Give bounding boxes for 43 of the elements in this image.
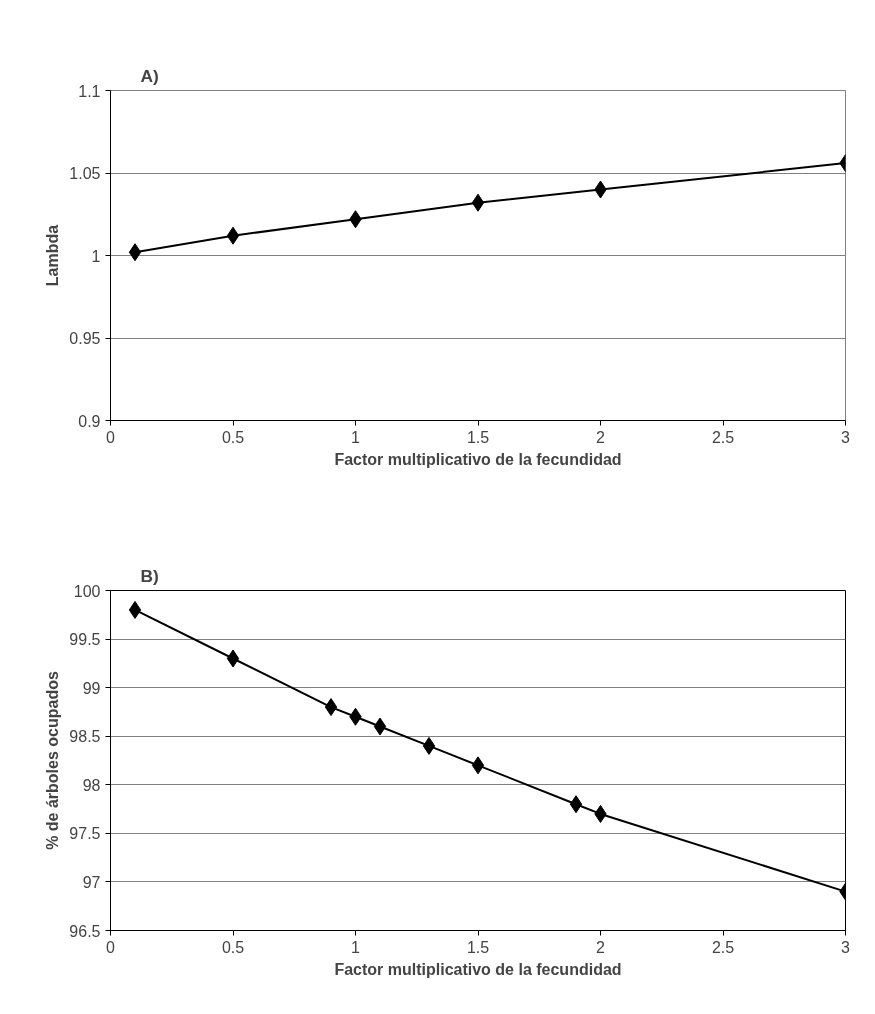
y-tick-label: 97 xyxy=(82,873,101,891)
x-axis-title: Factor multiplicativo de la fecundidad xyxy=(334,960,622,978)
x-tick-label: 1.5 xyxy=(466,938,490,956)
point xyxy=(226,226,240,245)
x-tick-label: 1 xyxy=(351,938,361,956)
y-tick-label: 100 xyxy=(73,582,101,600)
point xyxy=(226,649,240,668)
x-tick-label: 0 xyxy=(106,938,116,956)
chart-title: B) xyxy=(140,565,159,586)
point xyxy=(128,243,142,262)
x-tick-label: 2 xyxy=(596,428,606,446)
x-tick-label: 0 xyxy=(106,428,116,446)
x-tick-label: 1 xyxy=(351,428,361,446)
x-tick-label: 1.5 xyxy=(466,428,490,446)
y-axis-title: Lambda xyxy=(44,224,62,287)
point xyxy=(569,795,583,814)
y-tick-label: 96.5 xyxy=(69,922,101,940)
x-tick-label: 2.5 xyxy=(711,938,735,956)
chart-title: A) xyxy=(140,65,159,86)
y-tick-label: 1 xyxy=(91,247,101,265)
y-tick-label: 1.1 xyxy=(78,82,101,100)
y-tick-label: 98.5 xyxy=(69,728,101,746)
point xyxy=(471,193,485,212)
point xyxy=(422,736,436,755)
y-tick-label: 1.05 xyxy=(69,165,101,182)
point xyxy=(128,600,142,619)
y-tick-label: 99.5 xyxy=(69,631,101,649)
point xyxy=(373,717,387,736)
x-tick-label: 2 xyxy=(596,938,606,956)
x-tick-label: 3 xyxy=(841,428,851,446)
y-tick-label: 0.9 xyxy=(78,412,101,430)
y-tick-label: 97.5 xyxy=(69,825,101,843)
y-tick-label: 98 xyxy=(82,776,101,794)
x-axis-title: Factor multiplicativo de la fecundidad xyxy=(334,450,622,468)
point xyxy=(471,756,485,775)
y-axis-title: % de árboles ocupados xyxy=(44,671,62,850)
point xyxy=(324,698,338,717)
x-tick-label: 0.5 xyxy=(221,938,245,956)
x-tick-label: 3 xyxy=(841,938,851,956)
y-tick-label: 99 xyxy=(82,679,101,697)
x-tick-label: 2.5 xyxy=(711,428,735,446)
x-tick-label: 0.5 xyxy=(221,428,245,446)
y-tick-label: 0.95 xyxy=(69,330,101,347)
